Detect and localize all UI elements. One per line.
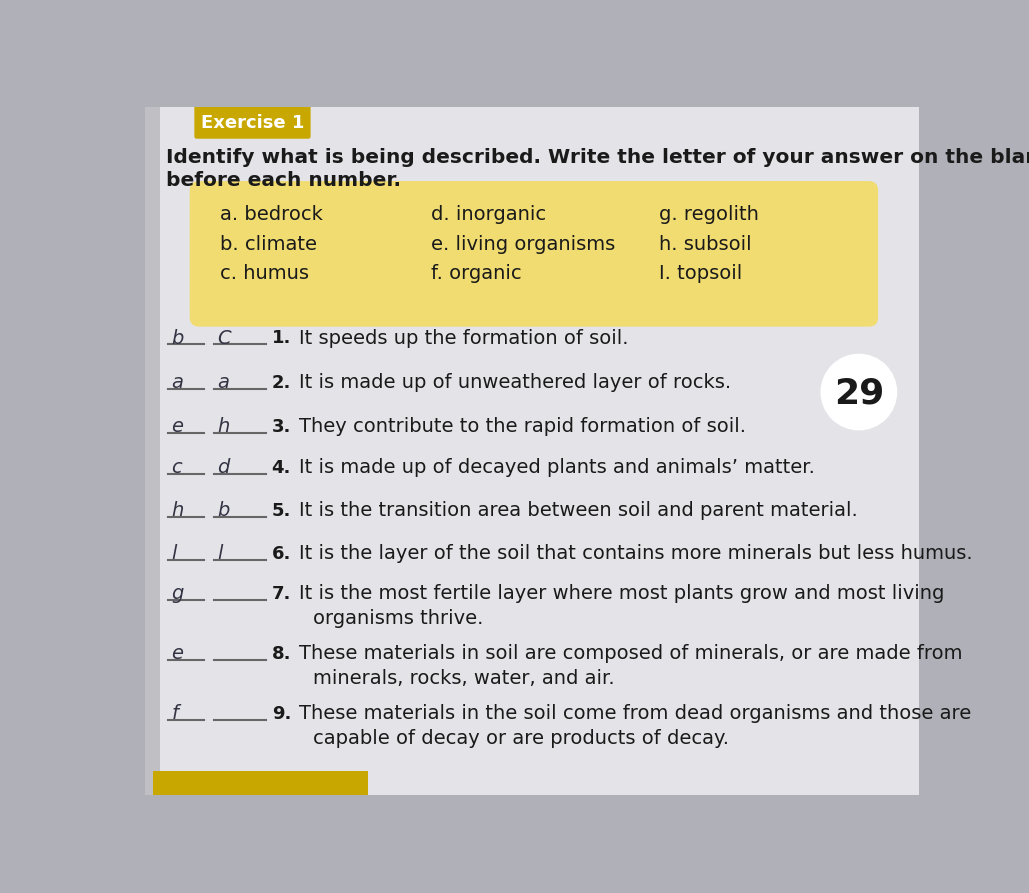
Text: Identify what is being described. Write the letter of your answer on the blank: Identify what is being described. Write … (166, 147, 1029, 167)
Circle shape (822, 355, 896, 429)
Text: 9.: 9. (272, 705, 291, 723)
Text: f: f (171, 705, 178, 723)
Text: e: e (171, 417, 183, 436)
Text: 29: 29 (833, 377, 884, 411)
Text: It is made up of unweathered layer of rocks.: It is made up of unweathered layer of ro… (299, 373, 732, 392)
Text: a. bedrock: a. bedrock (220, 205, 323, 224)
Text: 3.: 3. (272, 418, 291, 436)
Text: d. inorganic: d. inorganic (431, 205, 546, 224)
Text: c: c (171, 458, 182, 477)
Text: capable of decay or are products of decay.: capable of decay or are products of deca… (313, 729, 729, 748)
Text: I. topsoil: I. topsoil (659, 264, 742, 283)
FancyBboxPatch shape (189, 181, 878, 327)
Text: These materials in the soil come from dead organisms and those are: These materials in the soil come from de… (299, 705, 971, 723)
Text: e. living organisms: e. living organisms (431, 235, 615, 254)
Text: Exercise 1: Exercise 1 (201, 114, 305, 132)
Text: 6.: 6. (272, 545, 291, 563)
Text: h: h (171, 501, 183, 520)
Text: c. humus: c. humus (220, 264, 309, 283)
Text: b: b (171, 329, 183, 347)
Text: f. organic: f. organic (431, 264, 522, 283)
Text: l: l (217, 544, 223, 563)
Text: h: h (217, 417, 229, 436)
Text: organisms thrive.: organisms thrive. (313, 609, 484, 628)
Text: before each number.: before each number. (166, 171, 401, 190)
Text: a: a (171, 373, 183, 392)
Text: 7.: 7. (272, 585, 291, 603)
FancyBboxPatch shape (152, 771, 368, 795)
Text: It is the layer of the soil that contains more minerals but less humus.: It is the layer of the soil that contain… (299, 544, 972, 563)
Text: 8.: 8. (272, 645, 291, 663)
FancyBboxPatch shape (194, 104, 311, 138)
Text: It is the most fertile layer where most plants grow and most living: It is the most fertile layer where most … (299, 584, 945, 604)
Text: h. subsoil: h. subsoil (659, 235, 751, 254)
Text: g: g (171, 584, 183, 604)
Text: e: e (171, 645, 183, 663)
Text: It speeds up the formation of soil.: It speeds up the formation of soil. (299, 329, 629, 347)
Text: C: C (217, 329, 232, 347)
Text: d: d (217, 458, 229, 477)
Text: These materials in soil are composed of minerals, or are made from: These materials in soil are composed of … (299, 645, 962, 663)
Text: 2.: 2. (272, 374, 291, 392)
FancyBboxPatch shape (152, 107, 919, 795)
Text: b. climate: b. climate (220, 235, 317, 254)
Text: b: b (217, 501, 229, 520)
Text: They contribute to the rapid formation of soil.: They contribute to the rapid formation o… (299, 417, 746, 436)
Text: a: a (217, 373, 229, 392)
Text: g. regolith: g. regolith (659, 205, 758, 224)
Text: 5.: 5. (272, 502, 291, 520)
FancyBboxPatch shape (145, 107, 161, 795)
Text: It is the transition area between soil and parent material.: It is the transition area between soil a… (299, 501, 858, 520)
FancyBboxPatch shape (145, 107, 919, 795)
Text: It is made up of decayed plants and animals’ matter.: It is made up of decayed plants and anim… (299, 458, 815, 477)
Text: minerals, rocks, water, and air.: minerals, rocks, water, and air. (313, 669, 614, 688)
Text: l: l (171, 544, 177, 563)
Text: 4.: 4. (272, 458, 291, 477)
Text: 1.: 1. (272, 330, 291, 347)
